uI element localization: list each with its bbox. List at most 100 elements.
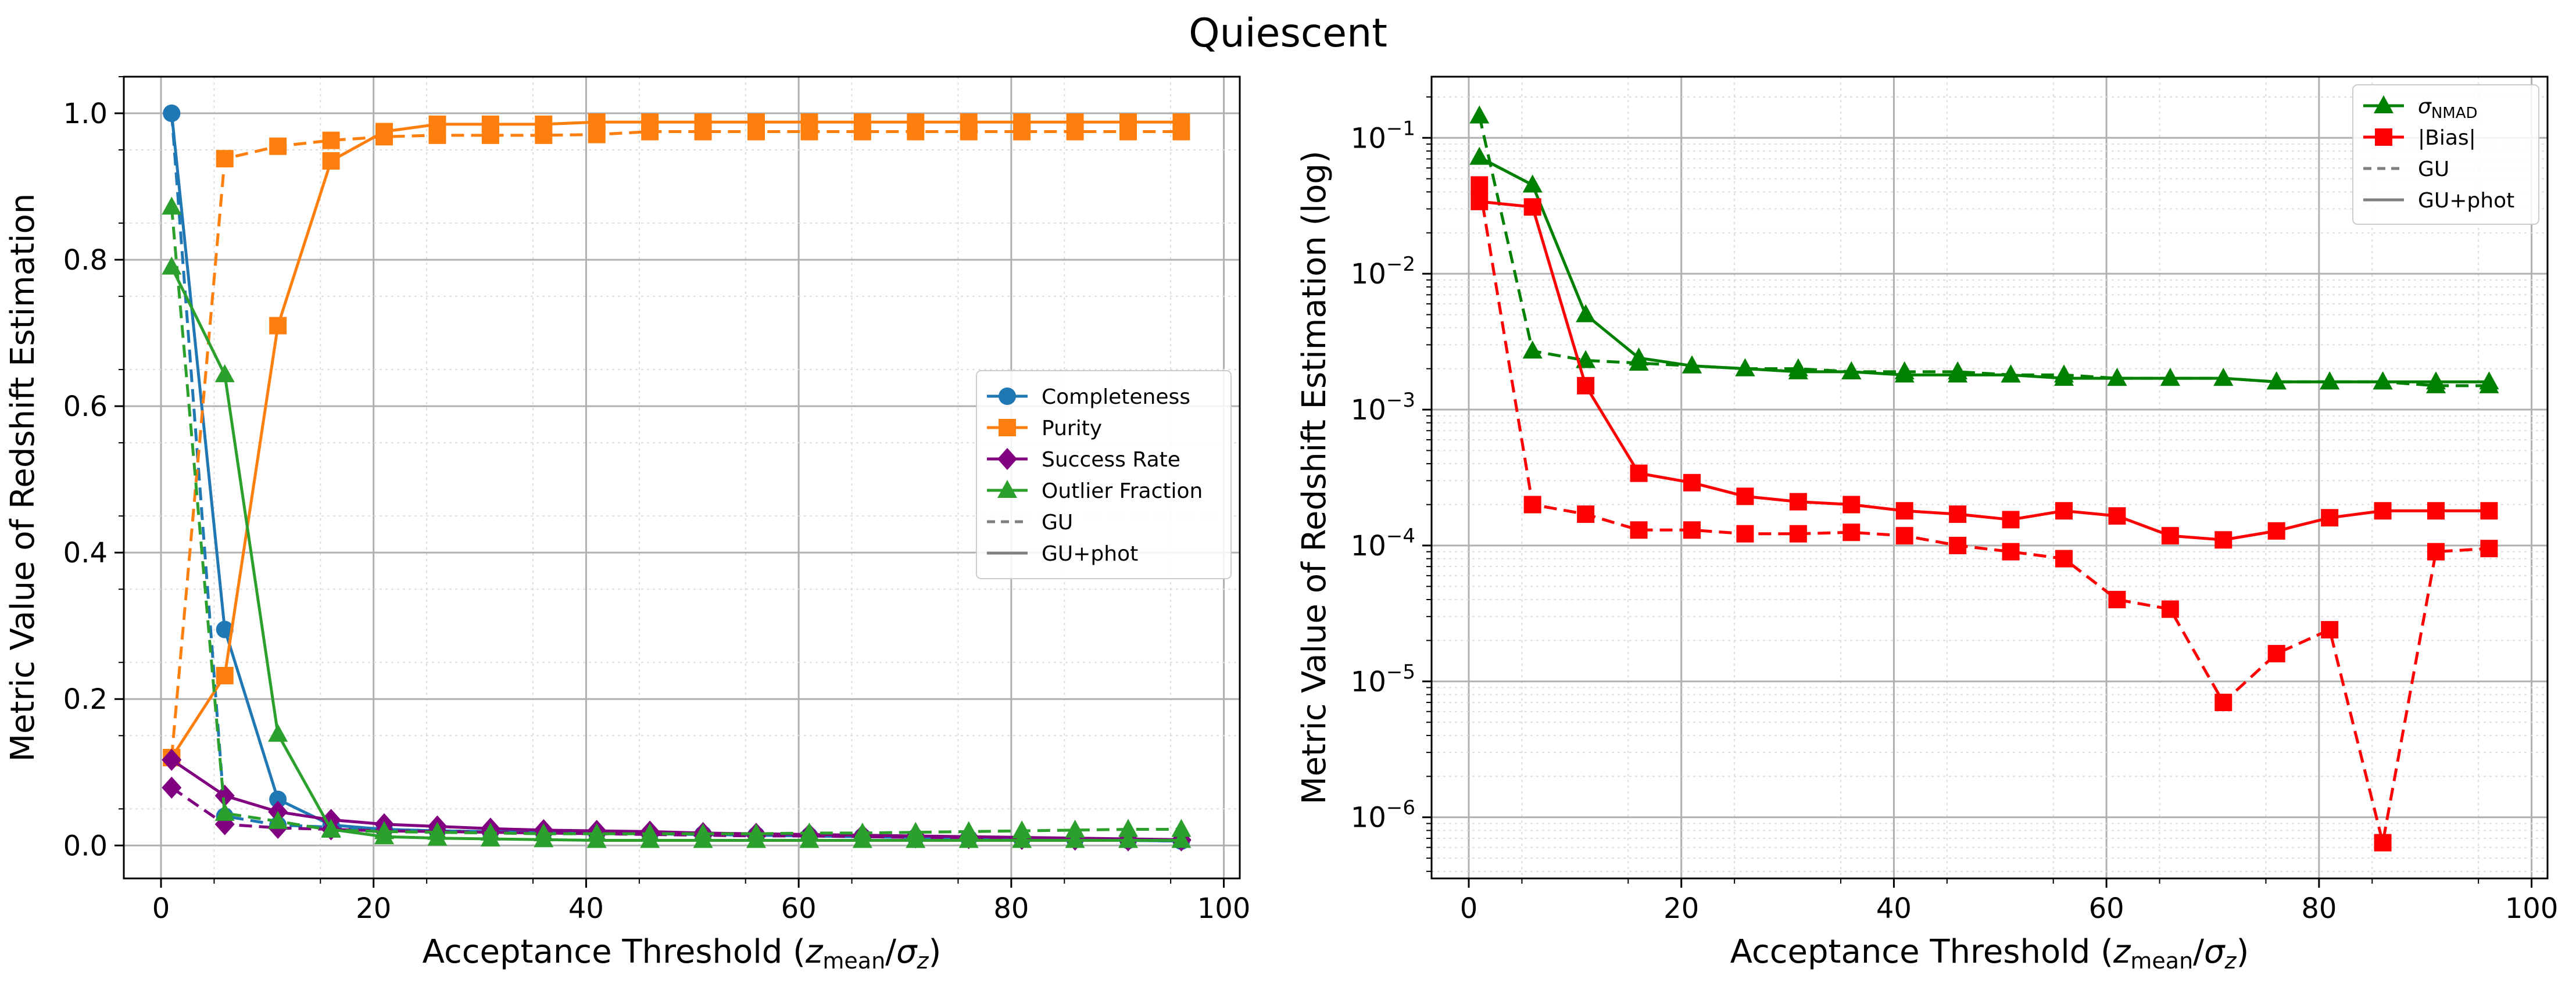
data-point-red bbox=[2480, 502, 2498, 520]
right-xlabel-z2: z bbox=[2224, 948, 2237, 974]
data-point-orange bbox=[747, 123, 765, 141]
data-point-green bbox=[640, 823, 660, 842]
data-point-red bbox=[1895, 527, 1913, 545]
left-x-axis-label: Acceptance Threshold (zmean/σz) bbox=[423, 933, 942, 974]
data-point-dkgreen bbox=[2320, 371, 2340, 390]
data-point-dkgreen bbox=[1469, 105, 1490, 124]
data-point-green bbox=[693, 823, 713, 842]
legend-marker bbox=[999, 388, 1016, 405]
y-tick-label: 10−1 bbox=[1351, 117, 1415, 155]
data-point-orange bbox=[960, 123, 978, 141]
data-point-red bbox=[1630, 464, 1648, 482]
data-point-red bbox=[1523, 496, 1541, 514]
data-point-green bbox=[268, 723, 288, 742]
data-point-dkgreen bbox=[1629, 352, 1649, 371]
data-point-dkgreen bbox=[1576, 304, 1596, 322]
left-xlabel-main: Acceptance Threshold ( bbox=[423, 933, 806, 971]
data-point-red bbox=[2374, 834, 2392, 852]
legend-box bbox=[976, 370, 1232, 579]
data-point-red bbox=[1683, 521, 1701, 539]
legend-label: GU bbox=[1042, 511, 1073, 534]
data-point-purple bbox=[214, 784, 235, 807]
data-point-red bbox=[1577, 505, 1595, 523]
data-point-red bbox=[2055, 550, 2073, 568]
data-point-red bbox=[2161, 600, 2179, 618]
data-point-red bbox=[1683, 473, 1701, 492]
y-tick-label: 10−5 bbox=[1351, 661, 1415, 698]
legend-label: GU+phot bbox=[1042, 542, 1138, 566]
right-panel: 0 20 40 60 80 100 10−6 10−5 10−4 10−3 10−2 10−1 Acc… bbox=[1296, 76, 2558, 974]
data-point-green bbox=[1065, 819, 1085, 838]
y-tick-label: 0.2 bbox=[63, 683, 108, 716]
data-point-orange bbox=[216, 150, 234, 168]
series-line-orange-GU bbox=[170, 130, 1182, 758]
data-point-dkgreen bbox=[2054, 364, 2074, 383]
legend-label: |Bias| bbox=[2418, 126, 2476, 150]
data-point-orange bbox=[1119, 123, 1137, 141]
data-point-dkgreen bbox=[1576, 350, 1596, 368]
data-point-red bbox=[1789, 493, 1807, 511]
data-point-dkgreen bbox=[1735, 358, 1755, 376]
right-xlabel-main: Acceptance Threshold ( bbox=[1730, 933, 2113, 971]
data-point-dkgreen bbox=[1841, 361, 1862, 379]
data-point-red bbox=[1471, 176, 1489, 194]
x-tick-label: 0 bbox=[152, 892, 170, 925]
data-point-dkgreen bbox=[2107, 368, 2127, 386]
data-point-green bbox=[1065, 830, 1085, 848]
data-point-dkgreen bbox=[1788, 358, 1808, 376]
left-plot-frame bbox=[123, 76, 1241, 880]
data-point-red bbox=[2321, 509, 2339, 527]
data-point-red bbox=[2214, 531, 2232, 549]
right-legend: σNMAD |Bias| GU GU+phot bbox=[2352, 84, 2539, 225]
data-point-red bbox=[1736, 525, 1754, 543]
right-series bbox=[1469, 105, 2499, 852]
data-point-orange bbox=[322, 131, 340, 149]
data-point-green bbox=[1012, 820, 1032, 839]
data-point-dkgreen bbox=[1522, 174, 1543, 193]
data-point-red bbox=[2161, 527, 2179, 545]
left-panel: 0 20 40 60 80 100 0.0 0.2 0.4 0.6 0.8 1.0 Acceptanc… bbox=[4, 76, 1250, 974]
right-axis-ticks: 0 20 40 60 80 100 10−6 10−5 10−4 10−3 10−2 10−1 bbox=[1351, 96, 2558, 925]
data-point-red bbox=[1736, 487, 1754, 505]
data-point-orange bbox=[535, 126, 553, 144]
data-point-blue bbox=[163, 105, 181, 123]
x-tick-label: 20 bbox=[1663, 892, 1699, 925]
data-point-red bbox=[2321, 620, 2339, 638]
data-point-red bbox=[1842, 523, 1861, 541]
data-point-blue bbox=[216, 620, 234, 638]
legend-label: Purity bbox=[1042, 417, 1102, 440]
data-point-red bbox=[2427, 502, 2445, 520]
legend-marker bbox=[999, 419, 1016, 436]
data-point-green bbox=[586, 823, 607, 842]
data-point-red bbox=[2002, 511, 2020, 529]
y-tick-label: 0.0 bbox=[63, 830, 108, 862]
data-point-dkgreen bbox=[1469, 146, 1490, 165]
data-point-green bbox=[1171, 830, 1192, 848]
legend-marker bbox=[997, 448, 1017, 470]
data-point-orange bbox=[481, 126, 499, 144]
data-point-green bbox=[852, 822, 872, 841]
data-point-orange bbox=[375, 128, 393, 146]
data-point-green bbox=[480, 822, 500, 841]
data-point-orange bbox=[907, 123, 925, 141]
x-tick-label: 20 bbox=[356, 892, 391, 925]
legend-label: GU bbox=[2418, 157, 2449, 181]
data-point-green bbox=[427, 821, 448, 840]
left-legend: Completeness Purity Success Rate Outlier Fr… bbox=[976, 370, 1232, 579]
data-point-dkgreen bbox=[2001, 364, 2021, 383]
data-point-dkgreen bbox=[1522, 340, 1543, 359]
data-point-red bbox=[1949, 536, 1967, 554]
data-point-green bbox=[321, 819, 341, 838]
series-line-dkgreen-GU+phot bbox=[1479, 156, 2489, 383]
data-point-orange bbox=[1066, 123, 1084, 141]
series-line-green-GU+phot bbox=[170, 266, 1182, 842]
left-y-axis-label: Metric Value of Redshift Estimation bbox=[4, 193, 42, 762]
data-point-red bbox=[2267, 522, 2285, 540]
data-point-red bbox=[1630, 521, 1648, 539]
data-point-orange bbox=[322, 152, 340, 170]
data-point-orange bbox=[269, 317, 287, 335]
right-xlabel-sub-mean: mean bbox=[2130, 948, 2193, 974]
data-point-purple bbox=[162, 748, 182, 771]
data-point-red bbox=[2374, 502, 2392, 520]
